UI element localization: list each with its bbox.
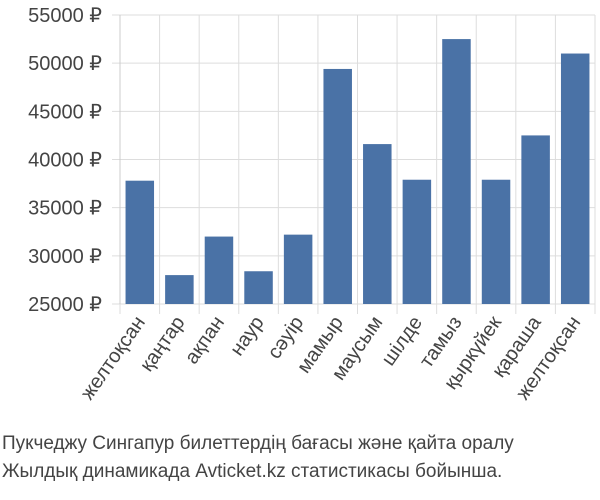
caption-line-1: Пукчеджу Сингапур билеттердің бағасы жән… (2, 433, 514, 454)
bar (204, 236, 234, 304)
bar (125, 180, 155, 304)
bar (244, 271, 273, 304)
bar (363, 144, 392, 304)
y-tick-label: 25000 ₽ (28, 294, 102, 316)
caption-line-2: Жылдық динамикада Avticket.kz статистика… (2, 461, 503, 482)
y-tick-label: 40000 ₽ (28, 150, 102, 172)
bar (283, 234, 313, 304)
y-tick-label: 55000 ₽ (28, 5, 102, 27)
bar (521, 135, 550, 304)
x-tick-label: ақпан (181, 312, 229, 368)
chart-caption: Пукчеджу Сингапур билеттердің бағасы жән… (2, 430, 600, 486)
x-tick-label: наур (226, 312, 269, 360)
y-tick-label: 35000 ₽ (28, 198, 102, 220)
y-tick-label: 45000 ₽ (28, 101, 102, 123)
bar (402, 179, 432, 304)
bar-chart: 25000 ₽ 30000 ₽ 35000 ₽ 40000 ₽ 45000 ₽ 50000… (28, 5, 596, 404)
bar (165, 275, 194, 304)
y-tick-label: 30000 ₽ (28, 246, 102, 268)
bar (323, 68, 352, 305)
bar (560, 53, 590, 305)
y-tick-label: 50000 ₽ (28, 53, 102, 75)
bar (481, 179, 511, 304)
bar (442, 39, 471, 304)
